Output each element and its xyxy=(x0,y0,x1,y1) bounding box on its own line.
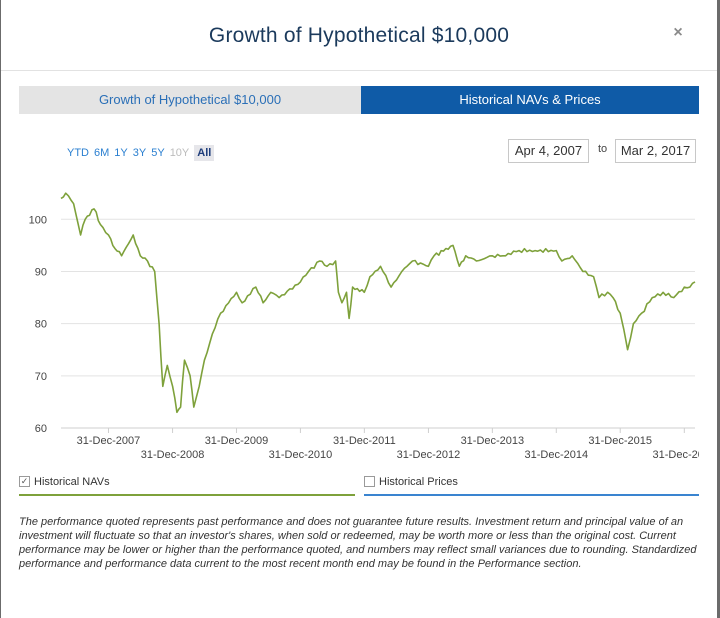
tab-growth-hypothetical[interactable]: Growth of Hypothetical $10,000 xyxy=(19,86,361,114)
navs-checkbox[interactable]: ✓ xyxy=(19,475,30,487)
date-separator: to xyxy=(598,143,608,155)
close-icon[interactable]: × xyxy=(673,24,683,41)
legend-prices-underline xyxy=(364,494,699,496)
y-tick-label: 90 xyxy=(35,266,47,278)
range-10y-button[interactable]: 10Y xyxy=(169,147,190,159)
x-tick-label: 31-Dec-2010 xyxy=(269,449,333,461)
y-tick-label: 80 xyxy=(35,319,47,331)
range-selector: YTD 6M 1Y 3Y 5Y 10Y All xyxy=(67,143,219,161)
date-to-input[interactable]: Mar 2, 2017 xyxy=(615,139,696,163)
prices-checkbox[interactable] xyxy=(364,475,375,487)
nav-series-line xyxy=(60,192,696,414)
x-tick-label: 31-Dec-2009 xyxy=(205,435,269,447)
range-ytd-button[interactable]: YTD xyxy=(67,147,89,159)
x-tick-label: 31-Dec-2012 xyxy=(397,449,461,461)
x-tick-label: 31-Dec-2008 xyxy=(141,449,205,461)
x-tick-label: 31-Dec-2015 xyxy=(588,435,652,447)
range-6m-button[interactable]: 6M xyxy=(94,147,110,159)
legend-historical-navs[interactable]: ✓ Historical NAVs xyxy=(19,474,110,490)
legend-navs-label: Historical NAVs xyxy=(34,476,110,488)
modal-header: Growth of Hypothetical $10,000 × xyxy=(1,0,717,71)
date-from-input[interactable]: Apr 4, 2007 xyxy=(508,139,589,163)
x-tick-label: 31-Dec-2011 xyxy=(333,435,396,447)
range-all-button[interactable]: All xyxy=(194,145,215,161)
range-3y-button[interactable]: 3Y xyxy=(132,147,147,159)
y-tick-label: 60 xyxy=(35,423,47,435)
tab-bar: Growth of Hypothetical $10,000 Historica… xyxy=(19,86,699,114)
legend-prices-label: Historical Prices xyxy=(379,476,458,488)
tab-historical-navs-prices[interactable]: Historical NAVs & Prices xyxy=(361,86,699,114)
legend-navs-underline xyxy=(19,494,355,496)
x-tick-label: 31-Dec-2014 xyxy=(524,449,588,461)
y-tick-label: 100 xyxy=(29,214,47,226)
range-1y-button[interactable]: 1Y xyxy=(114,147,128,159)
modal-title: Growth of Hypothetical $10,000 xyxy=(208,24,510,47)
x-tick-label: 31-Dec-2007 xyxy=(77,435,141,447)
range-5y-button[interactable]: 5Y xyxy=(151,147,165,159)
y-tick-label: 70 xyxy=(35,371,47,383)
x-tick-label: 31-Dec-2013 xyxy=(461,435,525,447)
performance-disclaimer: The performance quoted represents past p… xyxy=(19,516,697,570)
legend-historical-prices[interactable]: Historical Prices xyxy=(364,474,458,490)
x-tick-label: 31-Dec-2016 xyxy=(653,449,699,461)
